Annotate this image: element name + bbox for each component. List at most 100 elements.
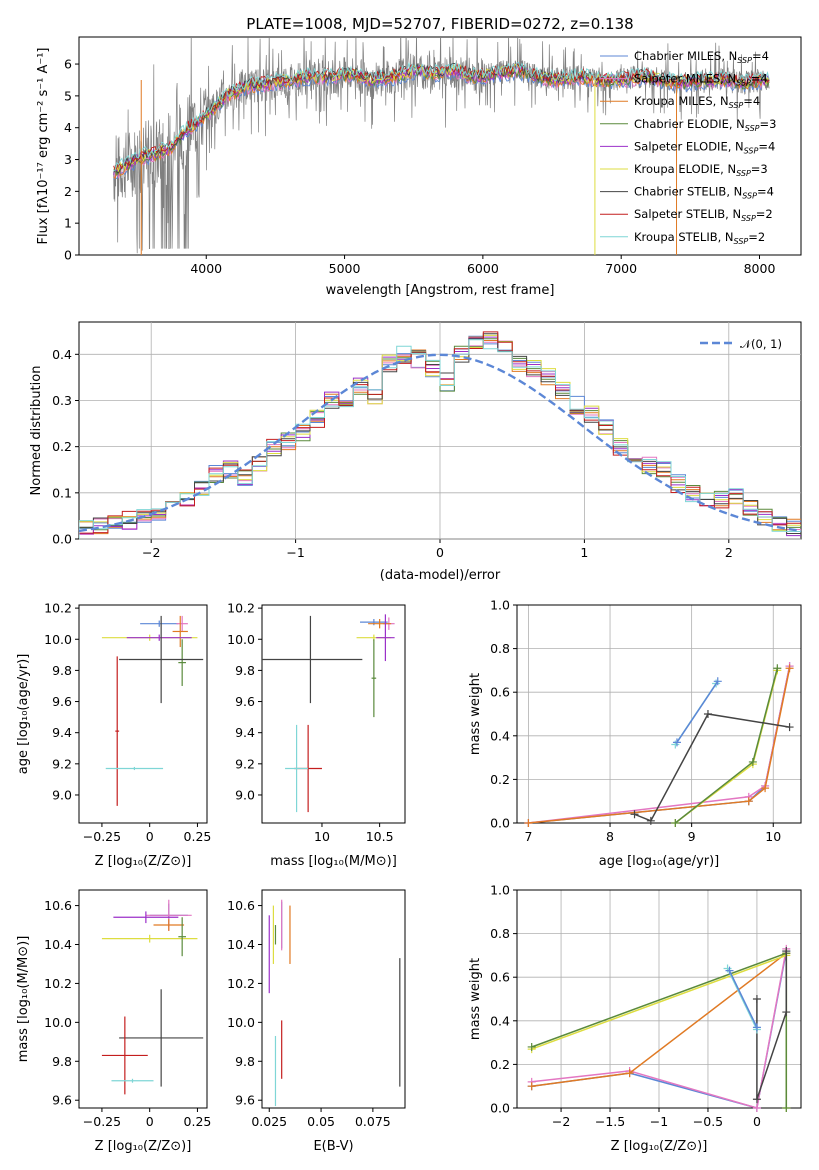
- error-cross-point: [178, 917, 186, 957]
- x-tick-label: 8000: [744, 261, 776, 276]
- x-axis-label: Z [log₁₀(Z/Z⊙)]: [95, 854, 192, 869]
- normal-reference-curve: [78, 353, 802, 533]
- legend-label: Kroupa ELODIE, NSSP=3: [634, 162, 768, 178]
- legend-label: Salpeter MILES, NSSP=4: [634, 72, 768, 88]
- y-tick-label: 10.0: [227, 1015, 255, 1030]
- mass-weight-marker: [748, 757, 757, 766]
- mass-weight-series-line: [728, 970, 758, 1028]
- error-cross-point: [176, 615, 188, 632]
- y-tick-label: 9.8: [52, 1054, 72, 1069]
- mass-weight-series-line: [634, 713, 790, 822]
- x-axis-label: wavelength [Angstrom, rest frame]: [326, 283, 555, 298]
- y-tick-label: 1.0: [490, 883, 510, 898]
- x-tick-label: −2: [552, 1114, 570, 1129]
- y-tick-label: 2: [64, 184, 72, 199]
- mass-weight-vs-age-plot-area: [517, 605, 801, 823]
- y-tick-label: 10.4: [227, 937, 255, 952]
- y-tick-label: 4: [64, 120, 72, 135]
- mass-weight-marker: [782, 1104, 791, 1112]
- y-tick-label: 0.2: [490, 1057, 510, 1072]
- x-tick-label: 0.25: [184, 1114, 212, 1129]
- y-axis-label: Normed distribution: [29, 366, 44, 496]
- y-tick-label: 10.2: [44, 976, 72, 991]
- x-tick-label: 1: [580, 545, 588, 560]
- y-tick-label: 9.2: [235, 756, 255, 771]
- x-tick-label: 0: [146, 829, 154, 844]
- x-tick-label: −0.25: [83, 1114, 121, 1129]
- y-tick-label: 0.0: [490, 1101, 510, 1116]
- x-tick-label: 10: [314, 829, 330, 844]
- mass-weight-marker: [527, 1082, 536, 1091]
- x-tick-label: 9: [688, 829, 696, 844]
- mass-weight-marker: [625, 1069, 634, 1078]
- y-tick-label: 10.0: [44, 632, 72, 647]
- x-tick-label: 0: [753, 1114, 761, 1129]
- error-cross-point: [371, 639, 377, 718]
- age-vs-mass-plot-area: [262, 605, 405, 823]
- mass-weight-marker: [646, 816, 655, 825]
- error-cross-point: [119, 615, 204, 704]
- mass-weight-marker: [752, 995, 761, 1003]
- y-tick-label: 10.0: [227, 632, 255, 647]
- mass-weight-marker: [761, 784, 770, 793]
- mass-weight-series-line: [676, 680, 719, 743]
- y-tick-label: 9.0: [52, 787, 72, 802]
- x-tick-label: −0.25: [83, 829, 121, 844]
- y-axis-label: Flux [fλ10⁻¹⁷ erg cm⁻² s⁻¹ A⁻¹]: [36, 48, 51, 245]
- y-axis-label: mass weight: [468, 673, 483, 755]
- y-tick-label: 0.6: [490, 685, 510, 700]
- age-vs-Z-frame: [78, 604, 208, 824]
- y-tick-label: 1: [64, 216, 72, 231]
- legend-label: 𝒩(0, 1): [740, 337, 782, 351]
- mass-weight-marker: [782, 1008, 791, 1017]
- error-cross-point: [140, 620, 179, 627]
- y-tick-label: 0.2: [52, 439, 72, 454]
- mass-vs-Z-axes: [79, 890, 207, 1108]
- mass-weight-marker: [725, 966, 734, 975]
- x-axis-label: age [log₁₀(age/yr)]: [599, 854, 720, 869]
- y-tick-label: 9.6: [52, 1093, 72, 1108]
- legend-label: Chabrier MILES, NSSP=4: [634, 49, 769, 65]
- y-tick-label: 9.6: [235, 694, 255, 709]
- error-cross-point: [153, 919, 185, 931]
- error-cross-point: [262, 615, 363, 704]
- x-axis-label: (data-model)/error: [380, 568, 501, 583]
- y-tick-label: 6: [64, 57, 72, 72]
- mass-weight-vs-age-axes: [517, 604, 801, 824]
- legend-label: Chabrier STELIB, NSSP=4: [634, 185, 774, 201]
- model-spectrum-line: [113, 62, 770, 174]
- x-tick-label: 0: [436, 545, 444, 560]
- x-tick-label: 0.25: [184, 829, 212, 844]
- error-cross-point: [376, 614, 395, 662]
- x-tick-label: −1: [650, 1114, 668, 1129]
- mass-weight-marker: [752, 1095, 761, 1104]
- x-axis-label: Z [log₁₀(Z/Z⊙)]: [611, 1139, 708, 1154]
- y-tick-label: 9.6: [52, 694, 72, 709]
- y-tick-label: 10.0: [44, 1015, 72, 1030]
- mass-weight-vs-age-frame: [516, 604, 802, 824]
- y-tick-label: 9.2: [52, 756, 72, 771]
- error-cross-point: [368, 619, 392, 629]
- mass-weight-marker: [524, 819, 533, 827]
- mass-weight-series-line: [756, 951, 788, 1100]
- y-tick-label: 0.0: [490, 816, 510, 831]
- model-spectrum-line: [113, 69, 770, 180]
- x-tick-label: 10.5: [366, 829, 394, 844]
- y-tick-label: 0.1: [52, 485, 72, 500]
- mass-vs-Z-plot-area: [79, 890, 207, 1108]
- legend-label: Chabrier ELODIE, NSSP=3: [634, 117, 776, 133]
- error-cross-point: [113, 911, 179, 924]
- y-tick-label: 10.6: [44, 898, 72, 913]
- mass-weight-marker: [671, 819, 680, 827]
- mass-weight-series-line: [528, 668, 791, 823]
- mass-weight-marker: [752, 1104, 761, 1112]
- x-axis-label: mass [log₁₀(M/M⊙)]: [270, 854, 397, 869]
- y-tick-label: 9.8: [235, 663, 255, 678]
- y-tick-label: 1.0: [490, 598, 510, 613]
- y-tick-label: 9.8: [235, 1054, 255, 1069]
- age-vs-mass-axes: [262, 605, 405, 823]
- y-tick-label: 9.0: [235, 787, 255, 802]
- x-tick-label: 7: [524, 829, 532, 844]
- y-tick-label: 3: [64, 152, 72, 167]
